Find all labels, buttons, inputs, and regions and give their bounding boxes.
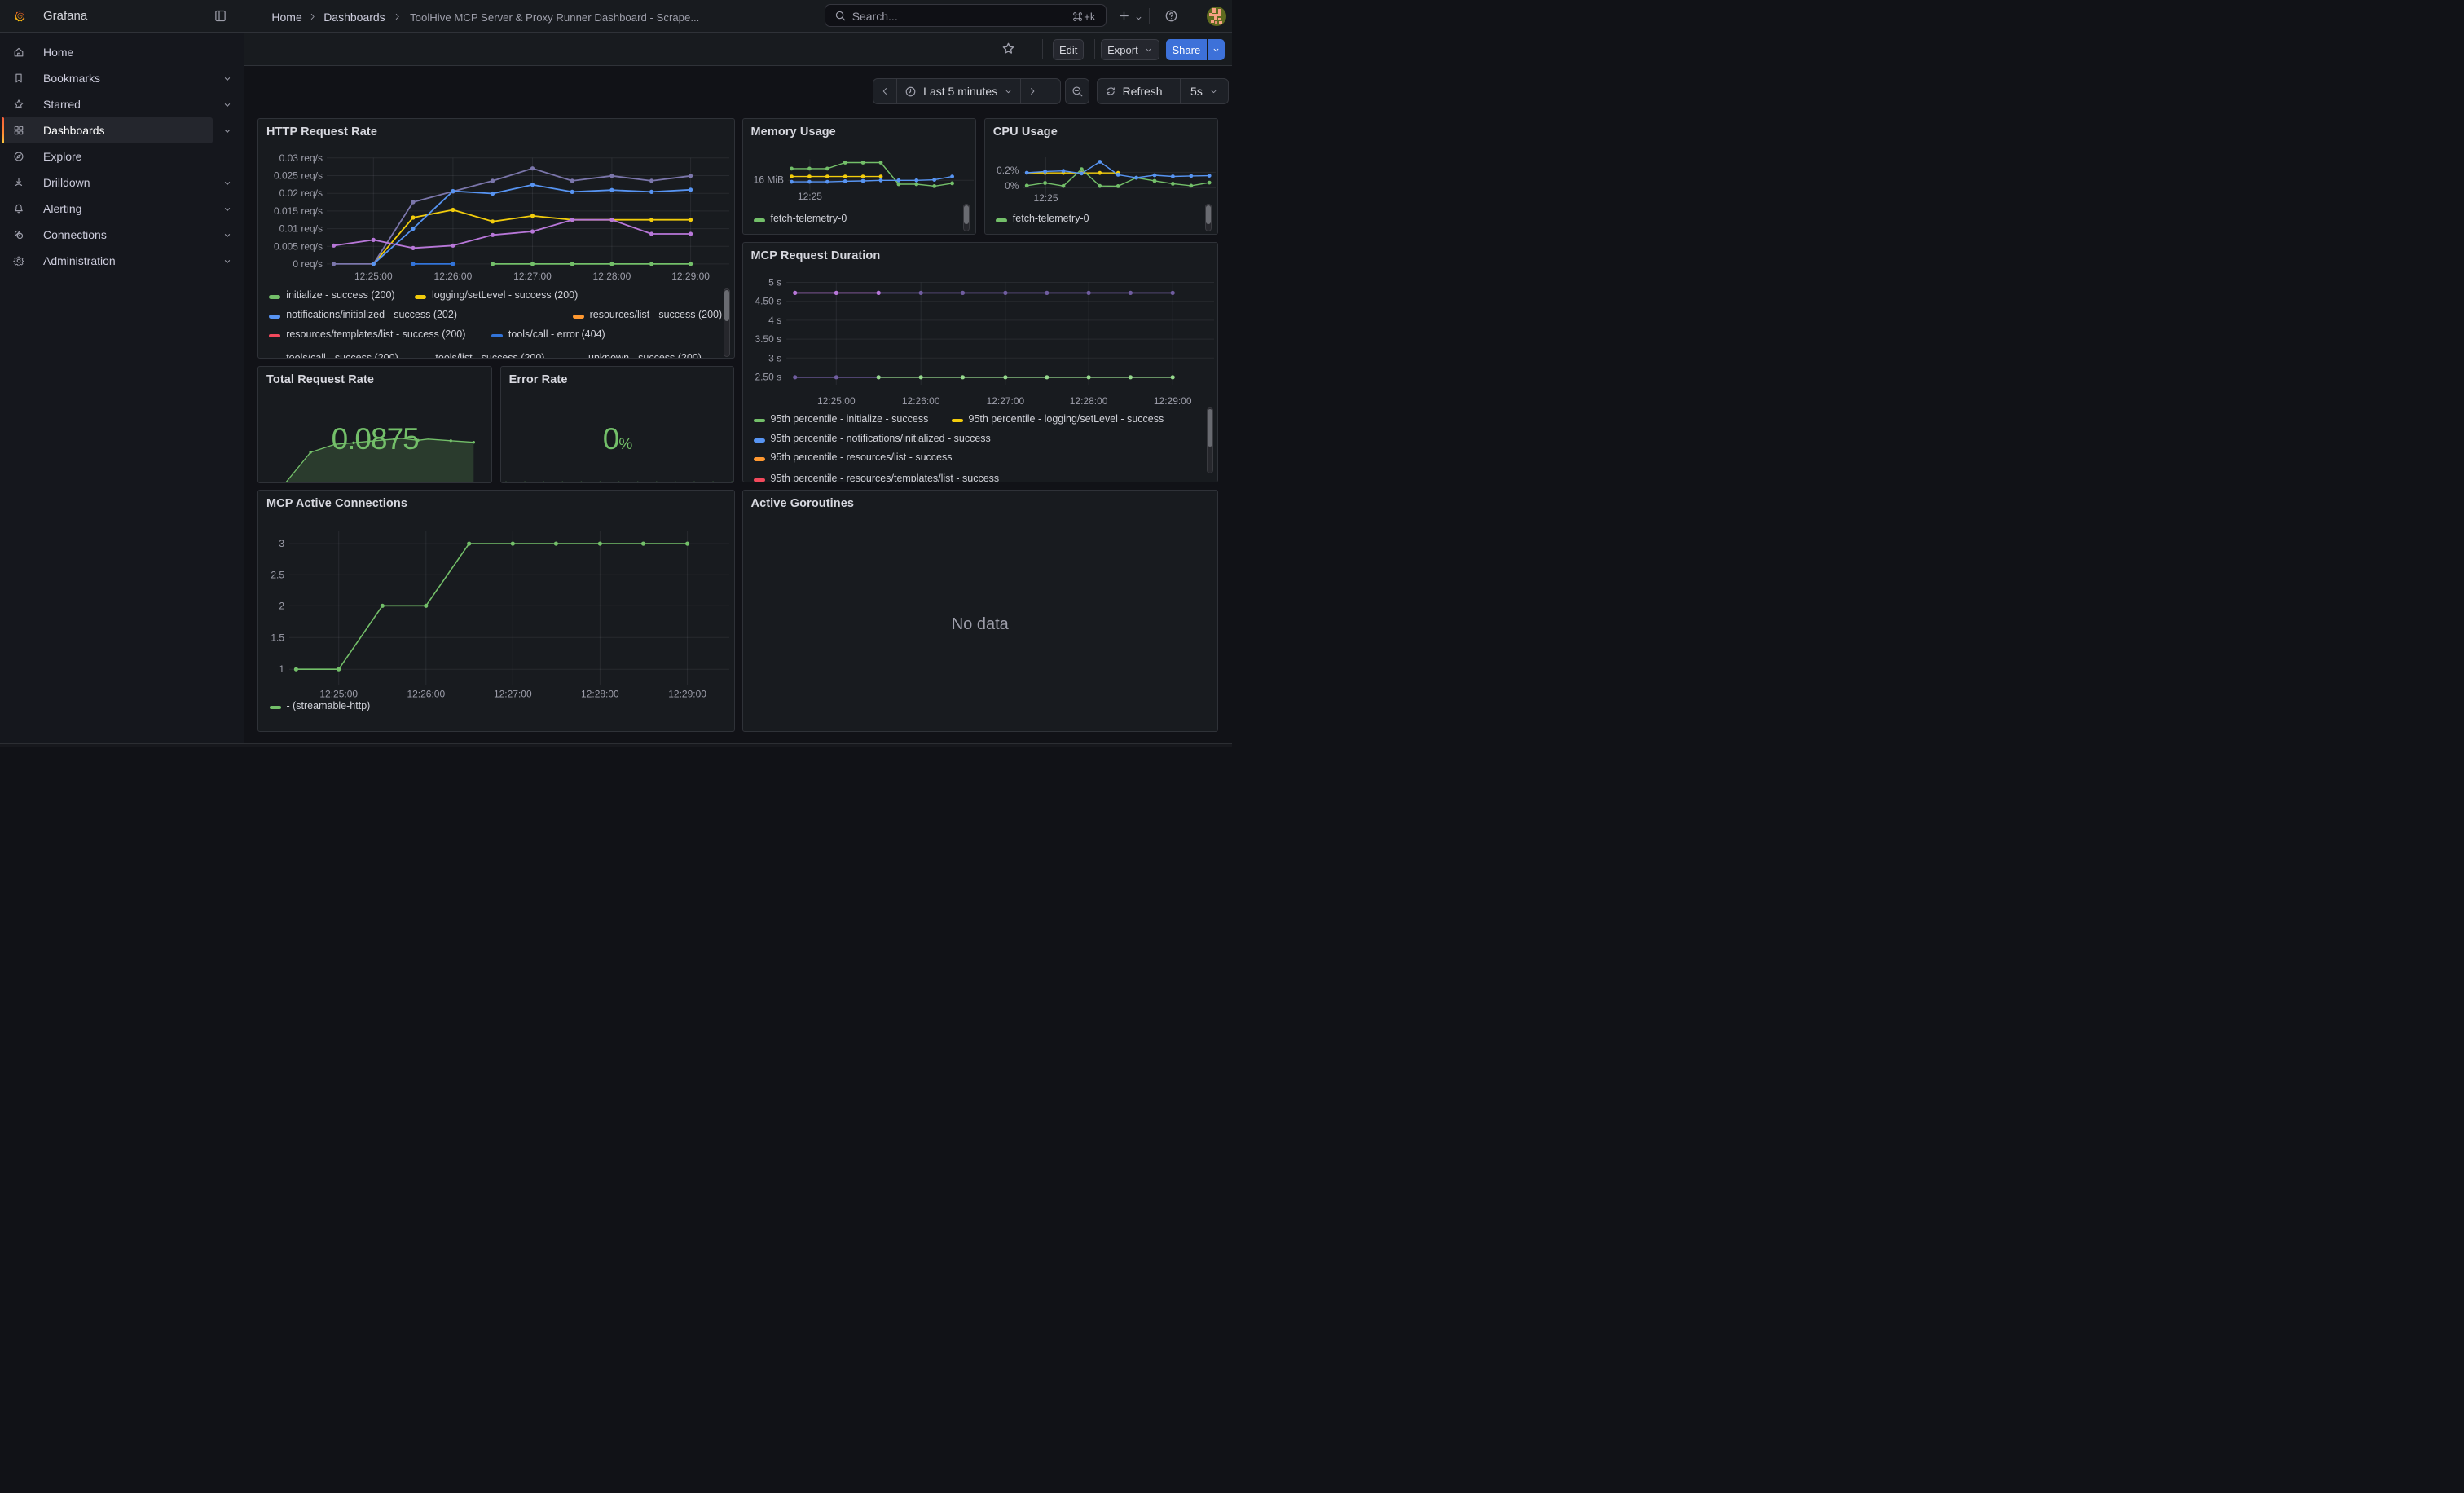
svg-text:12:25:00: 12:25:00 [354,271,393,282]
svg-text:0.015 req/s: 0.015 req/s [274,205,323,217]
svg-text:12:27:00: 12:27:00 [494,688,532,699]
svg-text:0.03 req/s: 0.03 req/s [279,152,323,164]
svg-text:12:25:00: 12:25:00 [319,688,358,699]
svg-text:12:25:00: 12:25:00 [816,395,855,407]
svg-text:5 s: 5 s [768,276,781,288]
svg-text:12:29:00: 12:29:00 [671,271,710,282]
svg-text:12:26:00: 12:26:00 [407,688,445,699]
svg-text:0%: 0% [1005,180,1019,192]
svg-text:0.01 req/s: 0.01 req/s [279,223,323,235]
svg-text:0 req/s: 0 req/s [293,258,323,270]
svg-text:0.2%: 0.2% [997,165,1019,176]
svg-text:4 s: 4 s [768,314,781,325]
svg-text:1: 1 [279,663,284,675]
svg-text:12:29:00: 12:29:00 [1153,395,1191,407]
svg-text:3.50 s: 3.50 s [755,333,781,345]
svg-text:2.50 s: 2.50 s [755,371,781,382]
svg-text:4.50 s: 4.50 s [755,295,781,306]
svg-text:12:27:00: 12:27:00 [513,271,552,282]
svg-text:12:26:00: 12:26:00 [901,395,939,407]
svg-text:16 MiB: 16 MiB [753,174,783,186]
svg-text:0.025 req/s: 0.025 req/s [274,170,323,182]
svg-text:12:29:00: 12:29:00 [668,688,706,699]
svg-text:12:26:00: 12:26:00 [434,271,473,282]
svg-text:3: 3 [279,538,284,549]
svg-text:12:27:00: 12:27:00 [986,395,1024,407]
svg-text:0.02 req/s: 0.02 req/s [279,187,323,199]
svg-text:3 s: 3 s [768,352,781,363]
svg-text:12:25: 12:25 [797,191,821,202]
svg-text:2.5: 2.5 [271,569,284,580]
svg-text:0.005 req/s: 0.005 req/s [274,240,323,252]
svg-text:12:25: 12:25 [1033,192,1058,204]
svg-text:12:28:00: 12:28:00 [593,271,631,282]
svg-text:12:28:00: 12:28:00 [581,688,619,699]
svg-text:2: 2 [279,600,284,611]
svg-text:1.5: 1.5 [271,632,284,643]
svg-text:12:28:00: 12:28:00 [1069,395,1107,407]
